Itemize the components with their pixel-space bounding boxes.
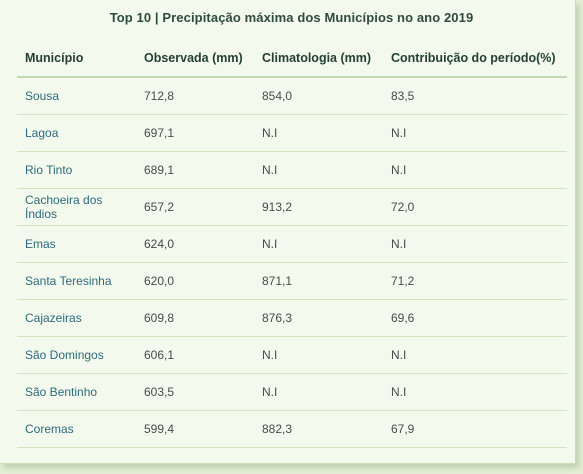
header-observada: Observada (mm) [136,40,254,78]
observada-cell: 624,0 [136,225,254,263]
table-row: Lagoa 697,1 N.I N.I [17,114,567,152]
table-row: Emas 624,0 N.I N.I [17,225,567,263]
header-municipio: Município [17,40,136,78]
climatologia-cell: N.I [254,151,383,189]
contribuicao-cell: N.I [383,151,567,189]
climatologia-cell: N.I [254,336,383,374]
municipio-cell[interactable]: Cachoeira dos Índios [17,188,136,226]
observada-cell: 609,8 [136,299,254,337]
contribuicao-cell: 83,5 [383,77,567,115]
table-row: Coremas 599,4 882,3 67,9 [17,410,567,448]
contribuicao-cell: 72,0 [383,188,567,226]
climatologia-cell: 876,3 [254,299,383,337]
contribuicao-cell: N.I [383,373,567,411]
table-title: Top 10 | Precipitação máxima dos Municíp… [109,10,474,25]
table-header-row: Município Observada (mm) Climatologia (m… [17,40,567,78]
climatologia-cell: N.I [254,114,383,152]
observada-cell: 697,1 [136,114,254,152]
table-row: Cachoeira dos Índios 657,2 913,2 72,0 [17,188,567,226]
municipio-cell[interactable]: Coremas [17,410,136,448]
climatologia-cell: N.I [254,373,383,411]
observada-cell: 689,1 [136,151,254,189]
climatologia-cell: 882,3 [254,410,383,448]
observada-cell: 620,0 [136,262,254,300]
table-row: Cajazeiras 609,8 876,3 69,6 [17,299,567,337]
table-row: Rio Tinto 689,1 N.I N.I [17,151,567,189]
climatologia-cell: 854,0 [254,77,383,115]
municipio-cell[interactable]: Rio Tinto [17,151,136,189]
climatologia-cell: N.I [254,225,383,263]
header-contribuicao: Contribuição do período(%) [383,40,567,78]
municipio-cell[interactable]: São Bentinho [17,373,136,411]
contribuicao-cell: 69,6 [383,299,567,337]
contribuicao-cell: N.I [383,225,567,263]
climatologia-cell: 871,1 [254,262,383,300]
climatologia-cell: 913,2 [254,188,383,226]
contribuicao-cell: N.I [383,336,567,374]
observada-cell: 657,2 [136,188,254,226]
contribuicao-cell: 67,9 [383,410,567,448]
table-row: Santa Teresinha 620,0 871,1 71,2 [17,262,567,300]
municipio-cell[interactable]: Emas [17,225,136,263]
observada-cell: 599,4 [136,410,254,448]
contribuicao-cell: 71,2 [383,262,567,300]
table-row: Sousa 712,8 854,0 83,5 [17,77,567,115]
municipio-cell[interactable]: Santa Teresinha [17,262,136,300]
observada-cell: 603,5 [136,373,254,411]
observada-cell: 606,1 [136,336,254,374]
precipitation-table: Município Observada (mm) Climatologia (m… [17,40,567,448]
municipio-cell[interactable]: Sousa [17,77,136,115]
table-row: São Domingos 606,1 N.I N.I [17,336,567,374]
municipio-cell[interactable]: Cajazeiras [17,299,136,337]
municipio-cell[interactable]: Lagoa [17,114,136,152]
table-row: São Bentinho 603,5 N.I N.I [17,373,567,411]
municipio-cell[interactable]: São Domingos [17,336,136,374]
header-climatologia: Climatologia (mm) [254,40,383,78]
contribuicao-cell: N.I [383,114,567,152]
observada-cell: 712,8 [136,77,254,115]
